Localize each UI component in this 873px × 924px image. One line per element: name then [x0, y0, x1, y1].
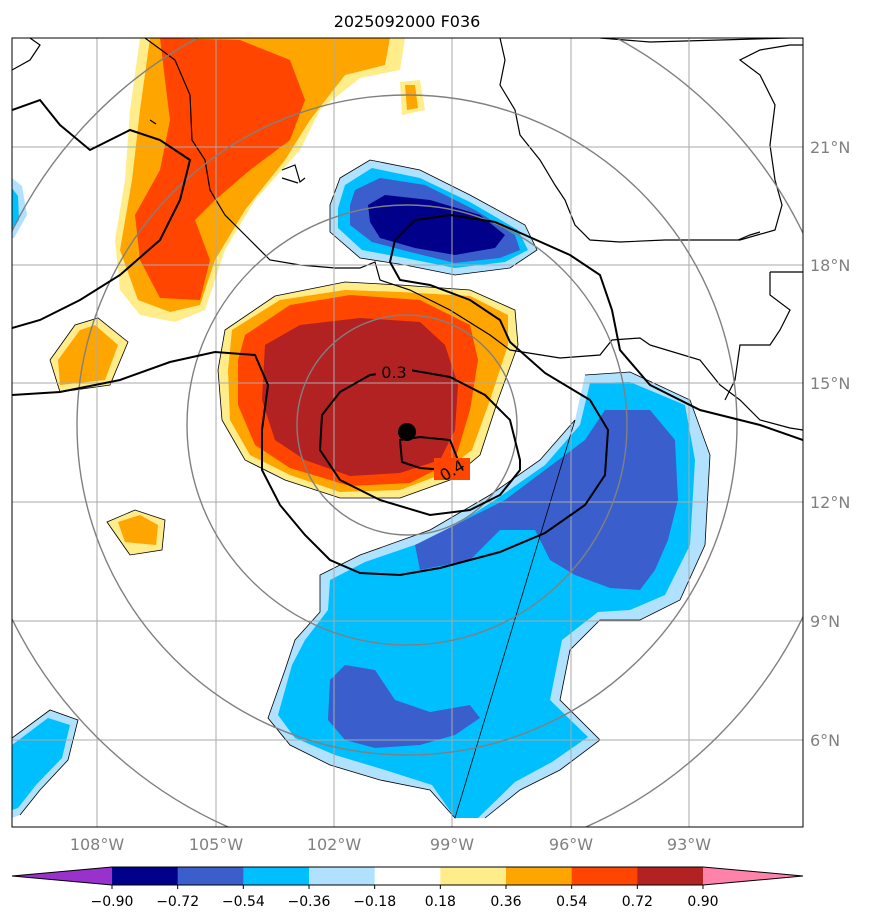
- colorbar-tick-label: −0.18: [353, 894, 396, 910]
- colorbar-tick-label: −0.54: [222, 894, 265, 910]
- positive-anomaly-shading: [50, 38, 518, 555]
- contour-lines: [12, 98, 803, 577]
- longitude-labels: 108°W 105°W 102°W 99°W 96°W 93°W: [70, 835, 711, 854]
- colorbar-tick-label: 0.72: [622, 894, 653, 910]
- lat-label-18n: 18°N: [810, 256, 850, 275]
- colorbar-tick-label: 0.90: [687, 894, 718, 910]
- lon-label-93w: 93°W: [667, 835, 711, 854]
- lon-label-108w: 108°W: [70, 835, 125, 854]
- lon-label-105w: 105°W: [189, 835, 244, 854]
- figure-title: 2025092000 F036: [334, 12, 481, 31]
- lat-label-15n: 15°N: [810, 374, 850, 393]
- map-panel: 0.3 0.4: [12, 38, 803, 827]
- range-rings: [12, 38, 803, 827]
- lon-label-99w: 99°W: [430, 835, 474, 854]
- lat-label-9n: 9°N: [810, 612, 840, 631]
- colorbar-segment: [243, 867, 310, 885]
- colorbar-tick-label: 0.54: [556, 894, 587, 910]
- contour-label-0-3: 0.3: [381, 363, 406, 382]
- lon-label-96w: 96°W: [549, 835, 593, 854]
- colorbar: −0.90 −0.72 −0.54 −0.36 −0.18 0.18 0.36 0.54 0.7…: [11, 866, 804, 910]
- colorbar-tick-label: −0.72: [156, 894, 199, 910]
- graticule: [12, 38, 803, 827]
- colorbar-segment: [506, 867, 573, 885]
- lon-label-102w: 102°W: [307, 835, 362, 854]
- latitude-labels: 21°N 18°N 15°N 12°N 9°N 6°N: [810, 138, 850, 750]
- colorbar-segment: [309, 867, 376, 885]
- colorbar-segment: [112, 867, 179, 885]
- colorbar-tick-label: −0.90: [91, 894, 134, 910]
- colorbar-segment: [177, 867, 244, 885]
- colorbar-segment: [637, 867, 704, 885]
- colorbar-extend-max: [703, 867, 803, 885]
- lat-label-21n: 21°N: [810, 138, 850, 157]
- coastlines: [12, 38, 803, 431]
- colorbar-extend-min: [12, 867, 112, 885]
- map-frame: [11, 37, 804, 828]
- colorbar-segment: [440, 867, 507, 885]
- colorbar-segment: [374, 867, 441, 885]
- colorbar-tick-label: 0.18: [425, 894, 456, 910]
- colorbar-tick-label: 0.36: [490, 894, 521, 910]
- lat-label-12n: 12°N: [810, 493, 850, 512]
- lat-label-6n: 6°N: [810, 731, 840, 750]
- colorbar-segment: [571, 867, 638, 885]
- colorbar-tick-label: −0.36: [288, 894, 331, 910]
- storm-center-dot: [398, 423, 416, 441]
